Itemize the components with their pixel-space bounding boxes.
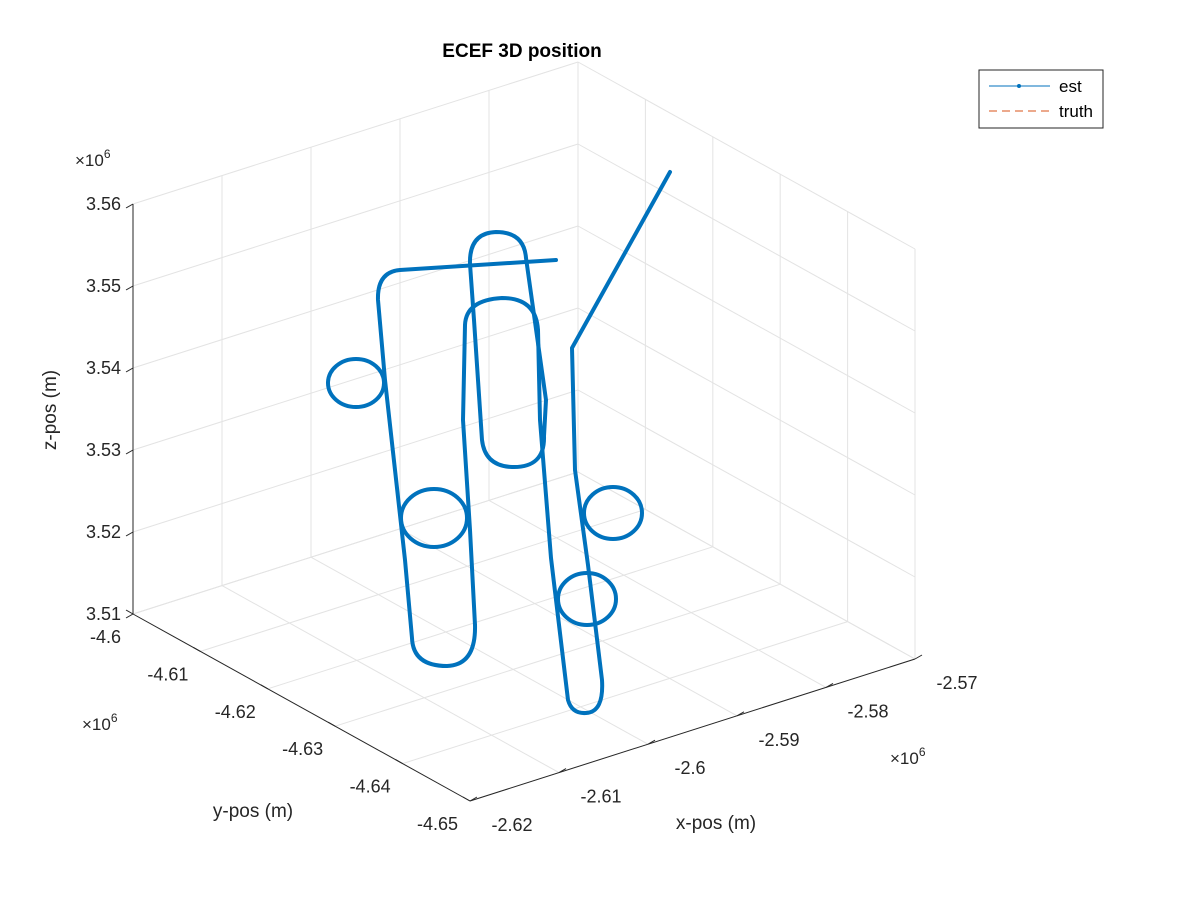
z-tick-mark xyxy=(125,367,134,373)
gridline-side-z xyxy=(577,225,916,414)
gridline-side-z xyxy=(577,61,916,250)
gridline-floor-y xyxy=(200,508,646,652)
z-tick-label: 3.51 xyxy=(86,604,121,624)
gridline-back-z xyxy=(132,389,579,533)
gridline-back-z xyxy=(132,225,579,369)
x-tick-mark xyxy=(825,682,834,688)
z-tick-mark xyxy=(125,203,134,209)
trajectory-circle-right-upper xyxy=(582,485,644,541)
x-tick-label: -2.62 xyxy=(491,815,532,835)
legend-label-est: est xyxy=(1059,77,1082,96)
y-exponent-label: ×106 xyxy=(82,711,118,734)
trajectory-segment-left xyxy=(375,258,558,668)
gridline-floor-y xyxy=(402,621,848,765)
gridline-side-z xyxy=(577,143,916,332)
legend-marker-est xyxy=(1017,84,1021,88)
axes-tick-marks xyxy=(125,203,923,802)
x-tick-label: -2.61 xyxy=(580,787,621,807)
gridline-floor-y xyxy=(267,546,713,690)
axes-tick-labels: -2.62 -2.61 -2.6 -2.59 -2.58 -2.57 -4.6 -4.61 -4… xyxy=(86,194,978,835)
gridline-side-z xyxy=(577,389,916,578)
trajectory-segment-right xyxy=(536,170,672,716)
gridline-side-z xyxy=(577,307,916,496)
x-tick-mark xyxy=(558,768,567,774)
z-tick-mark xyxy=(125,449,134,455)
gridline-back-z xyxy=(132,307,579,451)
gridline-floor-y xyxy=(335,583,781,727)
legend-box xyxy=(978,69,1104,129)
gridline-floor-y xyxy=(132,471,579,615)
x-axis-line xyxy=(469,658,916,802)
x-tick-label: -2.6 xyxy=(674,758,705,778)
y-tick-mark xyxy=(327,721,336,727)
svg-text:×106: ×106 xyxy=(75,147,111,170)
gridline-floor-x xyxy=(399,528,738,717)
y-tick-mark xyxy=(462,796,471,802)
axes-box-lines xyxy=(132,204,916,802)
gridline-floor-x xyxy=(221,585,560,774)
y-tick-mark xyxy=(125,609,134,615)
y-tick-mark xyxy=(260,684,269,690)
z-exponent-label: ×106 xyxy=(75,147,111,170)
x-axis-label: x-pos (m) xyxy=(676,813,756,834)
chart-title: ECEF 3D position xyxy=(442,41,601,62)
z-tick-label: 3.52 xyxy=(86,522,121,542)
gridline-floor-x xyxy=(577,471,916,660)
x-exponent-label: ×106 xyxy=(890,745,926,768)
gridline-floor-x xyxy=(488,499,827,688)
y-axis-label: y-pos (m) xyxy=(213,801,293,822)
z-tick-label: 3.55 xyxy=(86,276,121,296)
legend-label-truth: truth xyxy=(1059,102,1093,121)
axes-gridlines xyxy=(132,61,916,802)
svg-text:×106: ×106 xyxy=(890,745,926,768)
x-tick-label: -2.57 xyxy=(936,673,977,693)
trajectory-circle-middle xyxy=(399,487,469,549)
svg-text:×106: ×106 xyxy=(82,711,118,734)
y-tick-mark xyxy=(395,759,403,765)
y-tick-label: -4.64 xyxy=(350,777,391,797)
x-tick-mark xyxy=(469,796,478,802)
z-axis-label: z-pos (m) xyxy=(40,370,61,450)
x-tick-label: -2.59 xyxy=(758,730,799,750)
y-axis-line xyxy=(132,613,471,802)
legend: est truth xyxy=(978,69,1104,129)
series-est-trajectory xyxy=(326,170,672,716)
y-tick-label: -4.61 xyxy=(147,664,188,684)
z-tick-label: 3.54 xyxy=(86,358,121,378)
y-tick-label: -4.63 xyxy=(282,739,323,759)
gridline-back-z xyxy=(132,143,579,287)
z-tick-mark xyxy=(125,285,134,291)
z-tick-label: 3.53 xyxy=(86,440,121,460)
trajectory-circle-left xyxy=(326,357,386,409)
z-tick-mark xyxy=(125,531,134,537)
x-tick-mark xyxy=(736,711,745,717)
trajectory-circle-right-lower xyxy=(556,571,618,627)
gridline-back-z xyxy=(132,61,579,205)
x-tick-mark xyxy=(914,654,923,660)
back-plane-yz xyxy=(578,62,915,659)
y-tick-label: -4.62 xyxy=(215,702,256,722)
x-tick-mark xyxy=(647,739,656,745)
trajectory-segment-inner xyxy=(467,230,548,470)
legend-entry-est: est xyxy=(989,77,1082,96)
x-tick-label: -2.58 xyxy=(847,701,888,721)
y-tick-label: -4.6 xyxy=(90,627,121,647)
y-tick-mark xyxy=(193,646,201,652)
legend-entry-truth: truth xyxy=(989,102,1093,121)
y-tick-label: -4.65 xyxy=(417,814,458,834)
z-tick-mark xyxy=(125,613,134,619)
z-tick-label: 3.56 xyxy=(86,194,121,214)
